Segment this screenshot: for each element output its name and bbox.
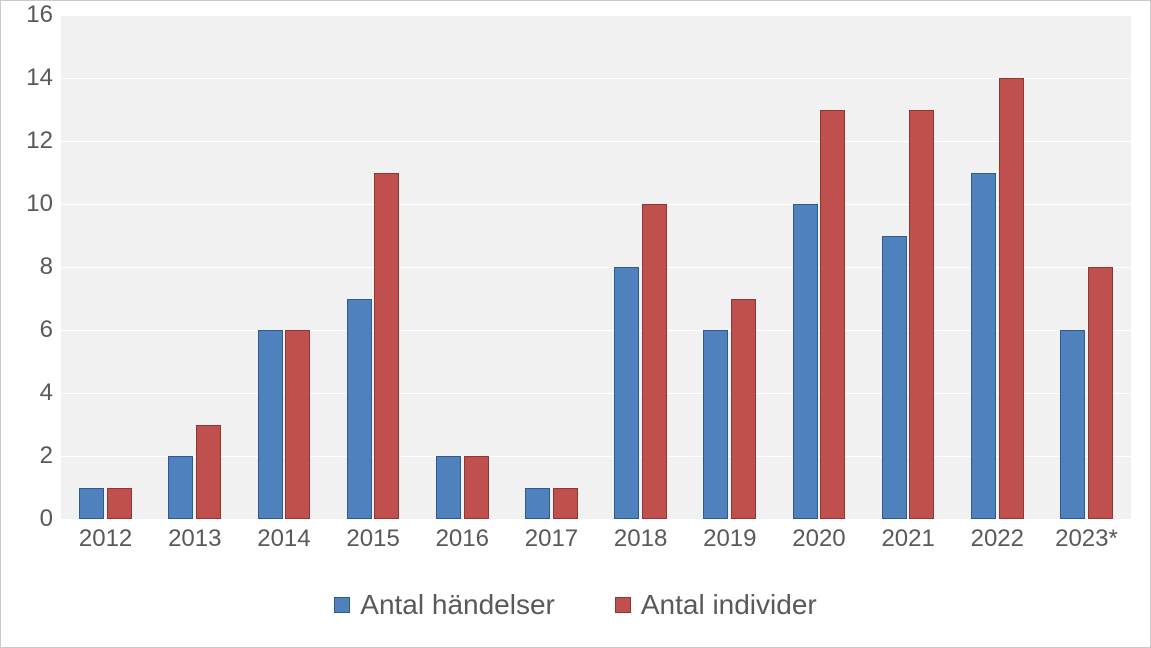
y-tick-label: 12 (26, 127, 53, 155)
bar-group (61, 15, 150, 519)
bar-group (953, 15, 1042, 519)
x-tick-label: 2020 (774, 525, 863, 553)
bar (703, 330, 728, 519)
y-tick-label: 0 (40, 505, 53, 533)
bar (820, 110, 845, 520)
bar (1088, 267, 1113, 519)
bar (793, 204, 818, 519)
legend-item: Antal individer (615, 589, 817, 621)
x-tick-label: 2017 (507, 525, 596, 553)
y-tick-label: 16 (26, 1, 53, 29)
x-tick-label: 2018 (596, 525, 685, 553)
x-tick-label: 2012 (61, 525, 150, 553)
bar (258, 330, 283, 519)
bar (909, 110, 934, 520)
x-tick-label: 2014 (239, 525, 328, 553)
bar (971, 173, 996, 520)
bar (999, 78, 1024, 519)
x-tick-label: 2015 (329, 525, 418, 553)
bar-group (864, 15, 953, 519)
bar (196, 425, 221, 520)
x-tick-label: 2013 (150, 525, 239, 553)
bar-group (150, 15, 239, 519)
bar (168, 456, 193, 519)
y-tick-label: 10 (26, 190, 53, 218)
bars-layer (61, 15, 1131, 519)
bar-group (418, 15, 507, 519)
x-tick-label: 2022 (953, 525, 1042, 553)
plot-area: 2012201320142015201620172018201920202021… (61, 15, 1131, 519)
bar (79, 488, 104, 520)
legend: Antal händelser Antal individer (1, 589, 1150, 621)
y-tick-label: 8 (40, 253, 53, 281)
bar-group (507, 15, 596, 519)
bar-group (774, 15, 863, 519)
bar (731, 299, 756, 520)
bar (553, 488, 578, 520)
bar-group (239, 15, 328, 519)
legend-swatch (615, 597, 631, 613)
legend-item: Antal händelser (334, 589, 555, 621)
chart-frame: 2012201320142015201620172018201920202021… (0, 0, 1151, 648)
x-tick-label: 2021 (864, 525, 953, 553)
bar (285, 330, 310, 519)
bar (347, 299, 372, 520)
bar-group (596, 15, 685, 519)
bar (525, 488, 550, 520)
bar (882, 236, 907, 520)
y-tick-label: 2 (40, 442, 53, 470)
bar (436, 456, 461, 519)
y-tick-label: 14 (26, 64, 53, 92)
y-tick-label: 6 (40, 316, 53, 344)
x-tick-label: 2023* (1042, 525, 1131, 553)
legend-swatch (334, 597, 350, 613)
bar-group (329, 15, 418, 519)
legend-label: Antal händelser (360, 589, 555, 621)
legend-label: Antal individer (641, 589, 817, 621)
x-axis-labels: 2012201320142015201620172018201920202021… (61, 525, 1131, 553)
bar (107, 488, 132, 520)
bar-group (685, 15, 774, 519)
bar (1060, 330, 1085, 519)
bar-group (1042, 15, 1131, 519)
y-tick-label: 4 (40, 379, 53, 407)
bar (642, 204, 667, 519)
bar (614, 267, 639, 519)
x-tick-label: 2019 (685, 525, 774, 553)
bar (374, 173, 399, 520)
x-tick-label: 2016 (418, 525, 507, 553)
bar (464, 456, 489, 519)
